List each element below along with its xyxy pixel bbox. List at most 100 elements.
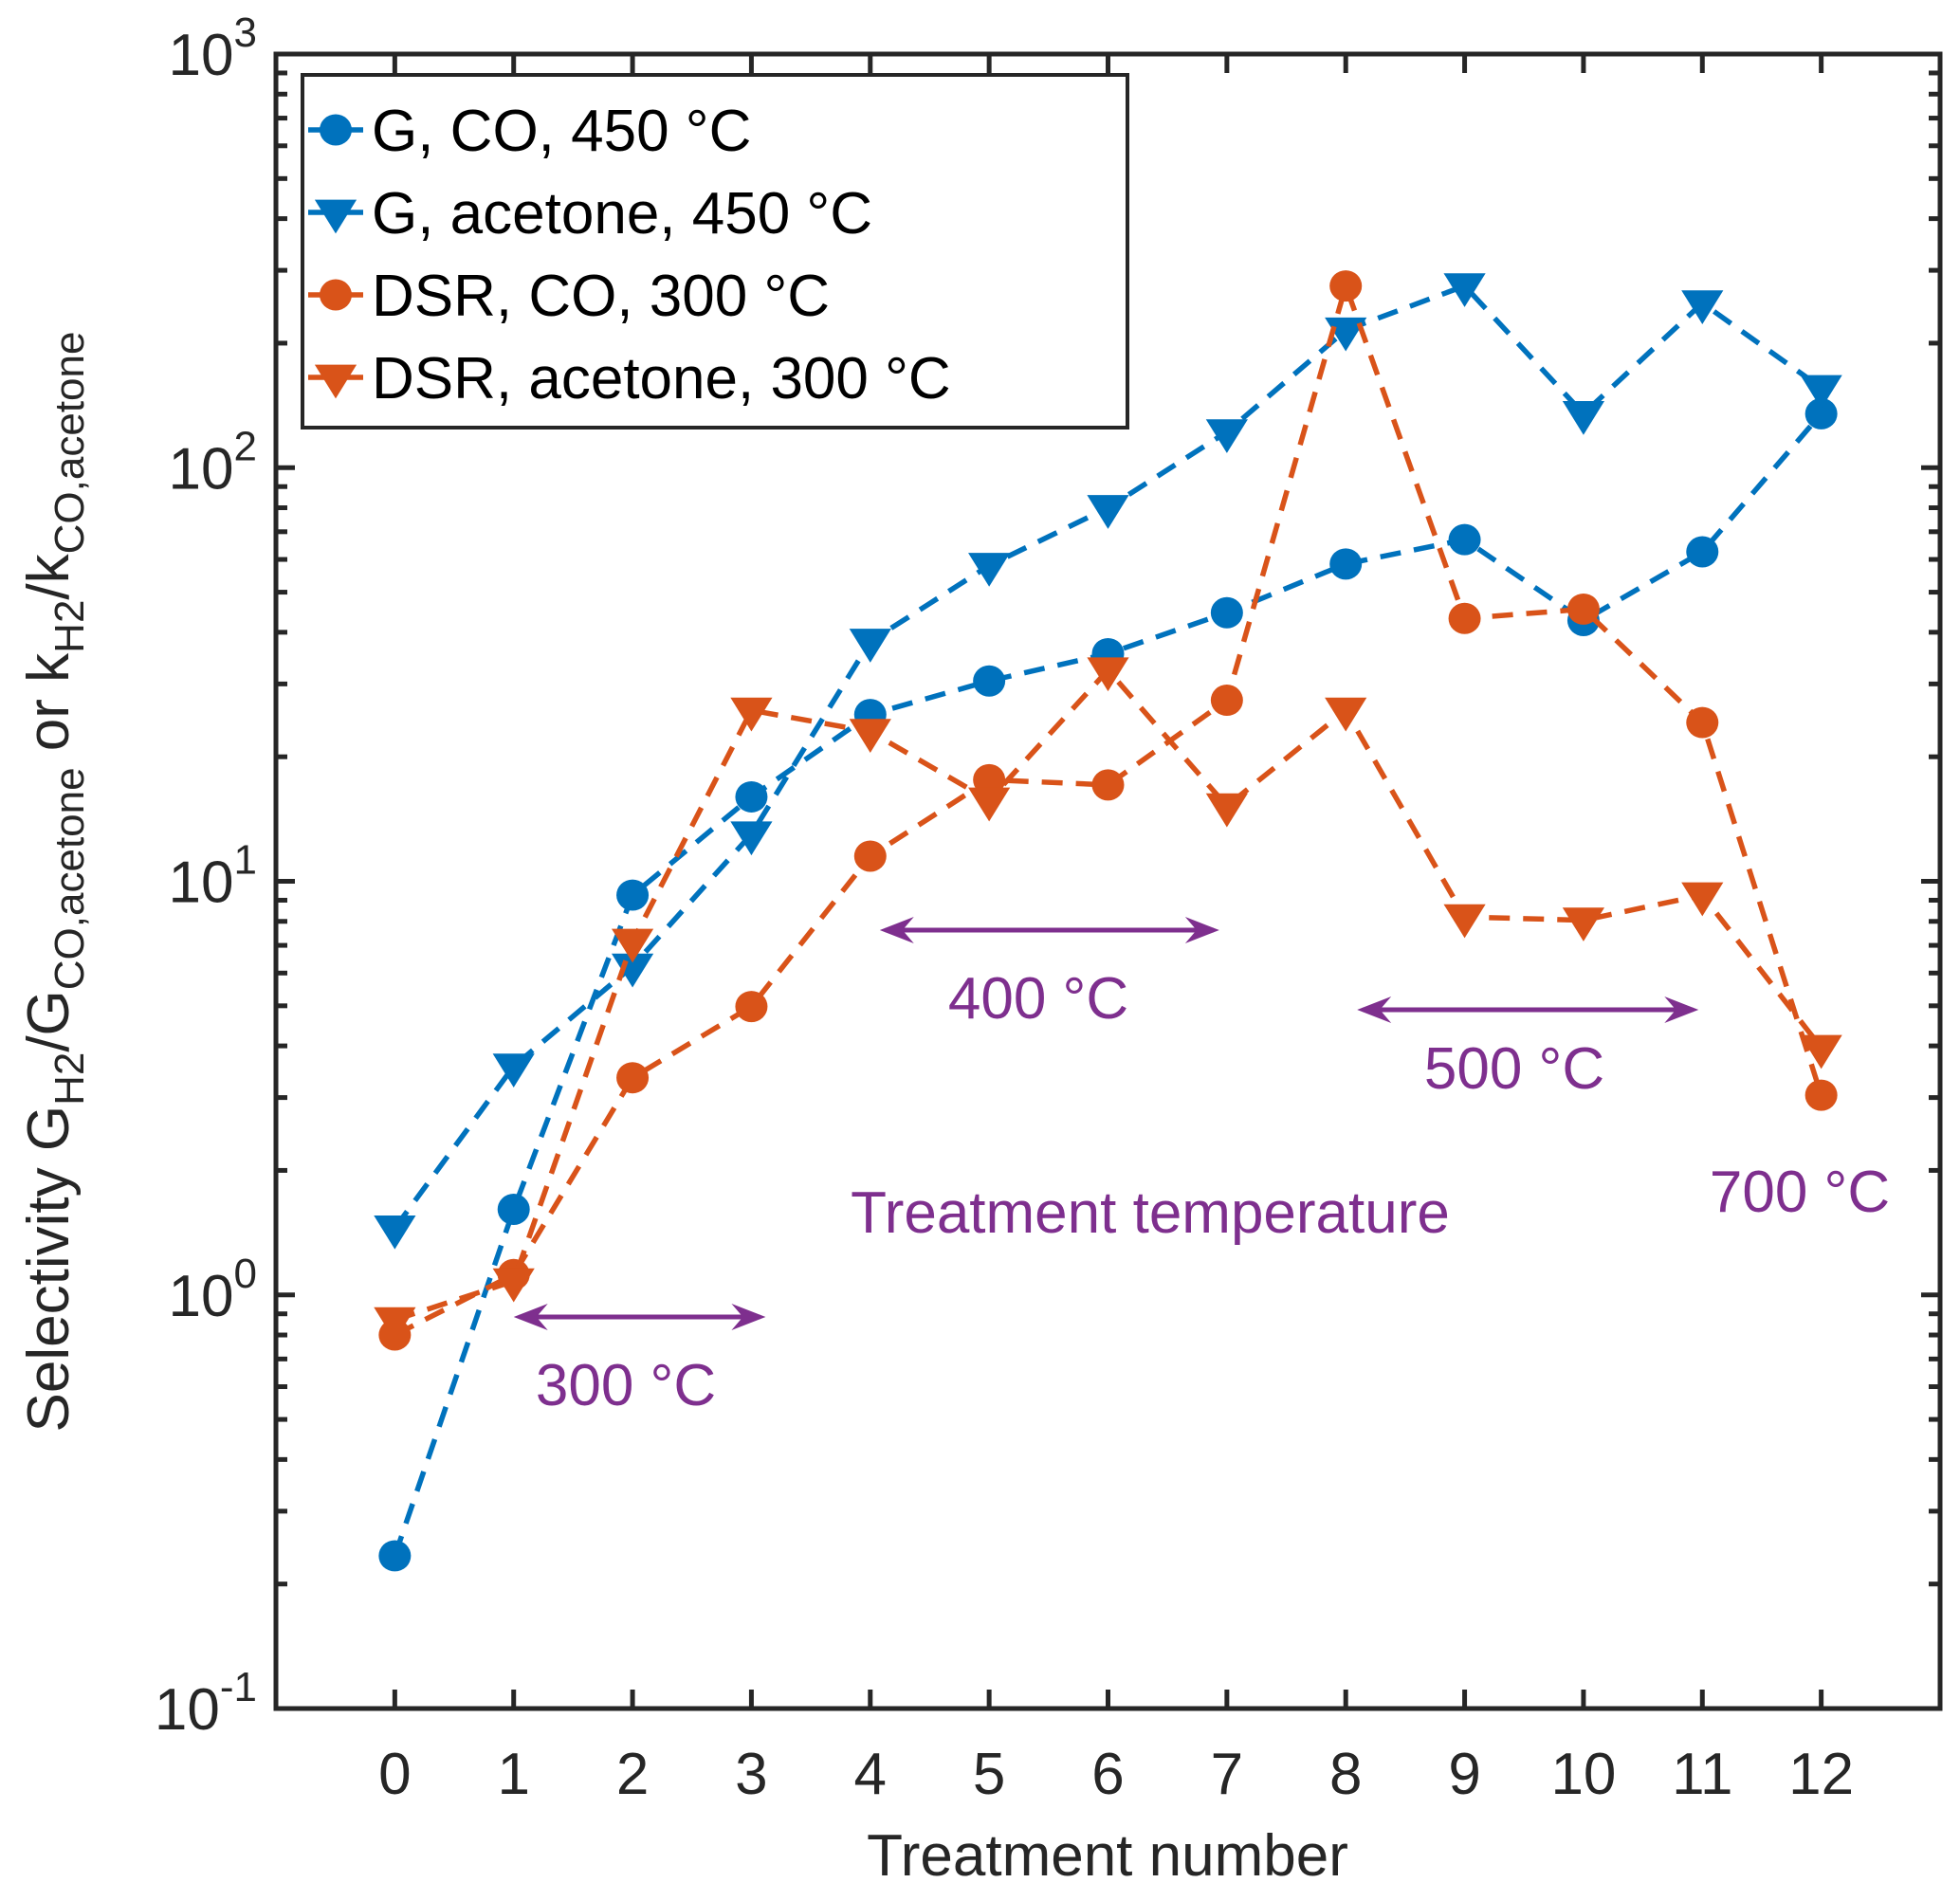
- label-300c: 300 °C: [536, 1353, 716, 1418]
- data-point: [1804, 1079, 1838, 1111]
- legend-item: DSR, acetone, 300 °C: [308, 346, 951, 411]
- x-tick-label: 6: [1091, 1742, 1124, 1807]
- y-axis-label-part: or k: [16, 652, 82, 768]
- legend-item: G, CO, 450 °C: [308, 99, 751, 164]
- series-1: [374, 273, 1842, 1250]
- x-tick-label: 0: [378, 1742, 411, 1807]
- y-tick-label: 102: [169, 423, 257, 502]
- x-tick-label: 1: [497, 1742, 529, 1807]
- x-tick-label: 9: [1448, 1742, 1480, 1807]
- data-point: [1087, 657, 1129, 692]
- data-point: [492, 1268, 535, 1303]
- data-point: [1800, 375, 1842, 410]
- data-point: [1087, 495, 1129, 529]
- legend-item: DSR, CO, 300 °C: [308, 264, 830, 329]
- data-point: [1325, 317, 1367, 352]
- y-axis-label-part: H2: [46, 600, 93, 653]
- x-tick-label: 12: [1788, 1742, 1854, 1807]
- x-tick-label: 5: [973, 1742, 1005, 1807]
- x-tick-label: 10: [1550, 1742, 1616, 1807]
- data-point: [1329, 548, 1363, 580]
- data-point: [374, 1215, 416, 1250]
- arrow-head-left: [879, 917, 914, 943]
- y-tick-label: 10-1: [155, 1664, 257, 1743]
- data-point: [616, 1062, 650, 1094]
- arrow-500c: [1357, 996, 1699, 1023]
- y-axis-label-part: CO,acetone: [46, 767, 93, 990]
- y-tick-base: 10: [169, 436, 234, 502]
- arrow-head-right: [1664, 996, 1699, 1023]
- legend-circle-marker: [320, 279, 352, 311]
- y-tick-exponent: 3: [234, 9, 257, 56]
- y-tick-label: 101: [169, 837, 257, 916]
- data-point: [973, 665, 1006, 697]
- data-point: [492, 1053, 535, 1088]
- y-axis-label-part: /k: [16, 553, 82, 599]
- arrow-head-left: [513, 1304, 548, 1330]
- legend-triangle-marker: [314, 364, 357, 399]
- data-point: [1448, 523, 1481, 556]
- label-700c: 700 °C: [1710, 1160, 1890, 1225]
- y-axis-label-part: Selectivity G: [16, 1106, 82, 1433]
- data-point: [849, 719, 891, 754]
- legend-label: DSR, acetone, 300 °C: [372, 346, 951, 411]
- legend-label: G, acetone, 450 °C: [372, 181, 872, 247]
- x-tick-label: 11: [1672, 1742, 1732, 1807]
- data-point: [973, 763, 1006, 795]
- label-400c: 400 °C: [948, 966, 1128, 1032]
- y-axis-label-part: CO,acetone: [46, 332, 93, 555]
- y-tick-base: 10: [169, 1264, 234, 1329]
- data-point: [730, 697, 773, 732]
- y-tick-exponent: -1: [220, 1664, 257, 1710]
- y-axis-label-part: H2: [46, 1052, 93, 1106]
- data-point: [1681, 290, 1724, 324]
- x-tick-label: 8: [1329, 1742, 1362, 1807]
- arrow-300c: [513, 1304, 766, 1330]
- legend-circle-marker: [320, 114, 352, 146]
- x-tick-label: 7: [1211, 1742, 1243, 1807]
- y-tick-exponent: 1: [234, 837, 257, 884]
- data-point: [1686, 706, 1719, 739]
- data-point: [853, 840, 887, 872]
- y-tick-base: 10: [169, 850, 234, 916]
- series-0: [378, 397, 1838, 1572]
- data-point: [1329, 270, 1363, 302]
- y-tick-exponent: 2: [234, 423, 257, 469]
- data-point: [1443, 904, 1486, 939]
- data-point: [616, 879, 650, 911]
- y-tick-exponent: 0: [234, 1251, 257, 1297]
- legend-label: DSR, CO, 300 °C: [372, 264, 830, 329]
- arrow-head-left: [1357, 996, 1392, 1023]
- y-tick-base: 10: [169, 23, 234, 88]
- data-point: [1091, 769, 1125, 801]
- arrow-400c: [879, 917, 1219, 943]
- legend: G, CO, 450 °C G, acetone, 450 °C DSR, CO, …: [301, 73, 1129, 430]
- data-point: [611, 928, 654, 963]
- legend-triangle-marker: [314, 199, 357, 234]
- series-3: [374, 657, 1842, 1342]
- arrow-head-right: [731, 1304, 766, 1330]
- data-point: [1562, 907, 1605, 941]
- data-point: [1210, 685, 1243, 717]
- data-point: [1804, 397, 1838, 430]
- data-point: [1443, 273, 1486, 307]
- data-point: [1681, 882, 1724, 917]
- y-axis-label: Selectivity GH2/GCO,acetone or kH2/kCO,a…: [16, 332, 93, 1433]
- data-point: [730, 821, 773, 856]
- series-layer: [374, 270, 1842, 1572]
- x-tick-label: 2: [616, 1742, 649, 1807]
- annotation-layer: 300 °C 400 °C 500 °C Treatment temperature 7…: [513, 917, 1890, 1418]
- data-point: [1562, 401, 1605, 435]
- data-point: [1686, 536, 1719, 568]
- data-point: [849, 629, 891, 663]
- data-point: [1448, 602, 1481, 634]
- data-point: [497, 1194, 530, 1226]
- data-point: [1800, 1034, 1842, 1069]
- data-point: [735, 991, 768, 1023]
- x-tick-label: 3: [735, 1742, 767, 1807]
- y-tick-label: 100: [169, 1251, 257, 1329]
- data-point: [968, 553, 1011, 587]
- y-tick-label: 103: [169, 9, 257, 88]
